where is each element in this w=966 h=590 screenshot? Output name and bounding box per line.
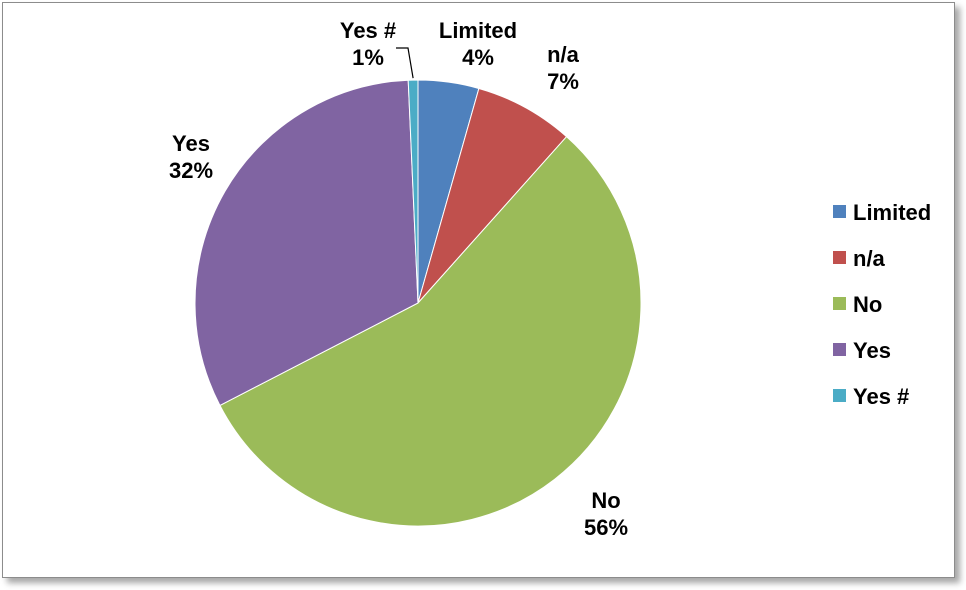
pie-slice-n-a (417, 87, 568, 304)
legend-swatch-yes (833, 389, 846, 402)
pie-slices (194, 79, 642, 527)
pie-chart: Limited 4% n/a 7% No 56% Yes 32% Yes #1% Limited… (169, 18, 931, 540)
legend-label-no: No (853, 292, 882, 317)
legend-label-yes: Yes (853, 338, 891, 363)
legend-swatch-limited (833, 205, 846, 218)
legend-swatch-n-a (833, 251, 846, 264)
legend-swatch-yes (833, 343, 846, 356)
legend-label-yes: Yes # (853, 384, 909, 409)
data-labels: Limited 4% n/a 7% No 56% Yes 32% Yes #1% (169, 18, 628, 540)
leader-lines (396, 47, 414, 79)
legend-label-n-a: n/a (853, 246, 886, 271)
pie-slice-yes (407, 79, 419, 304)
legend-swatch-no (833, 297, 846, 310)
legend: Limited n/a No Yes Yes # (833, 200, 931, 409)
data-label-n-a: n/a 7% (547, 42, 580, 94)
leader-line-yes (396, 47, 414, 79)
data-label-yes: Yes 32% (169, 131, 213, 183)
pie-slice-no (219, 135, 642, 527)
chart-frame: Limited 4% n/a 7% No 56% Yes 32% Yes #1% Limited… (2, 2, 955, 578)
pie-slice-yes (194, 79, 419, 407)
data-label-limited: Limited 4% (439, 18, 517, 70)
data-label-no: No 56% (584, 488, 628, 540)
legend-label-limited: Limited (853, 200, 931, 225)
data-label-yes: Yes #1% (340, 18, 396, 70)
